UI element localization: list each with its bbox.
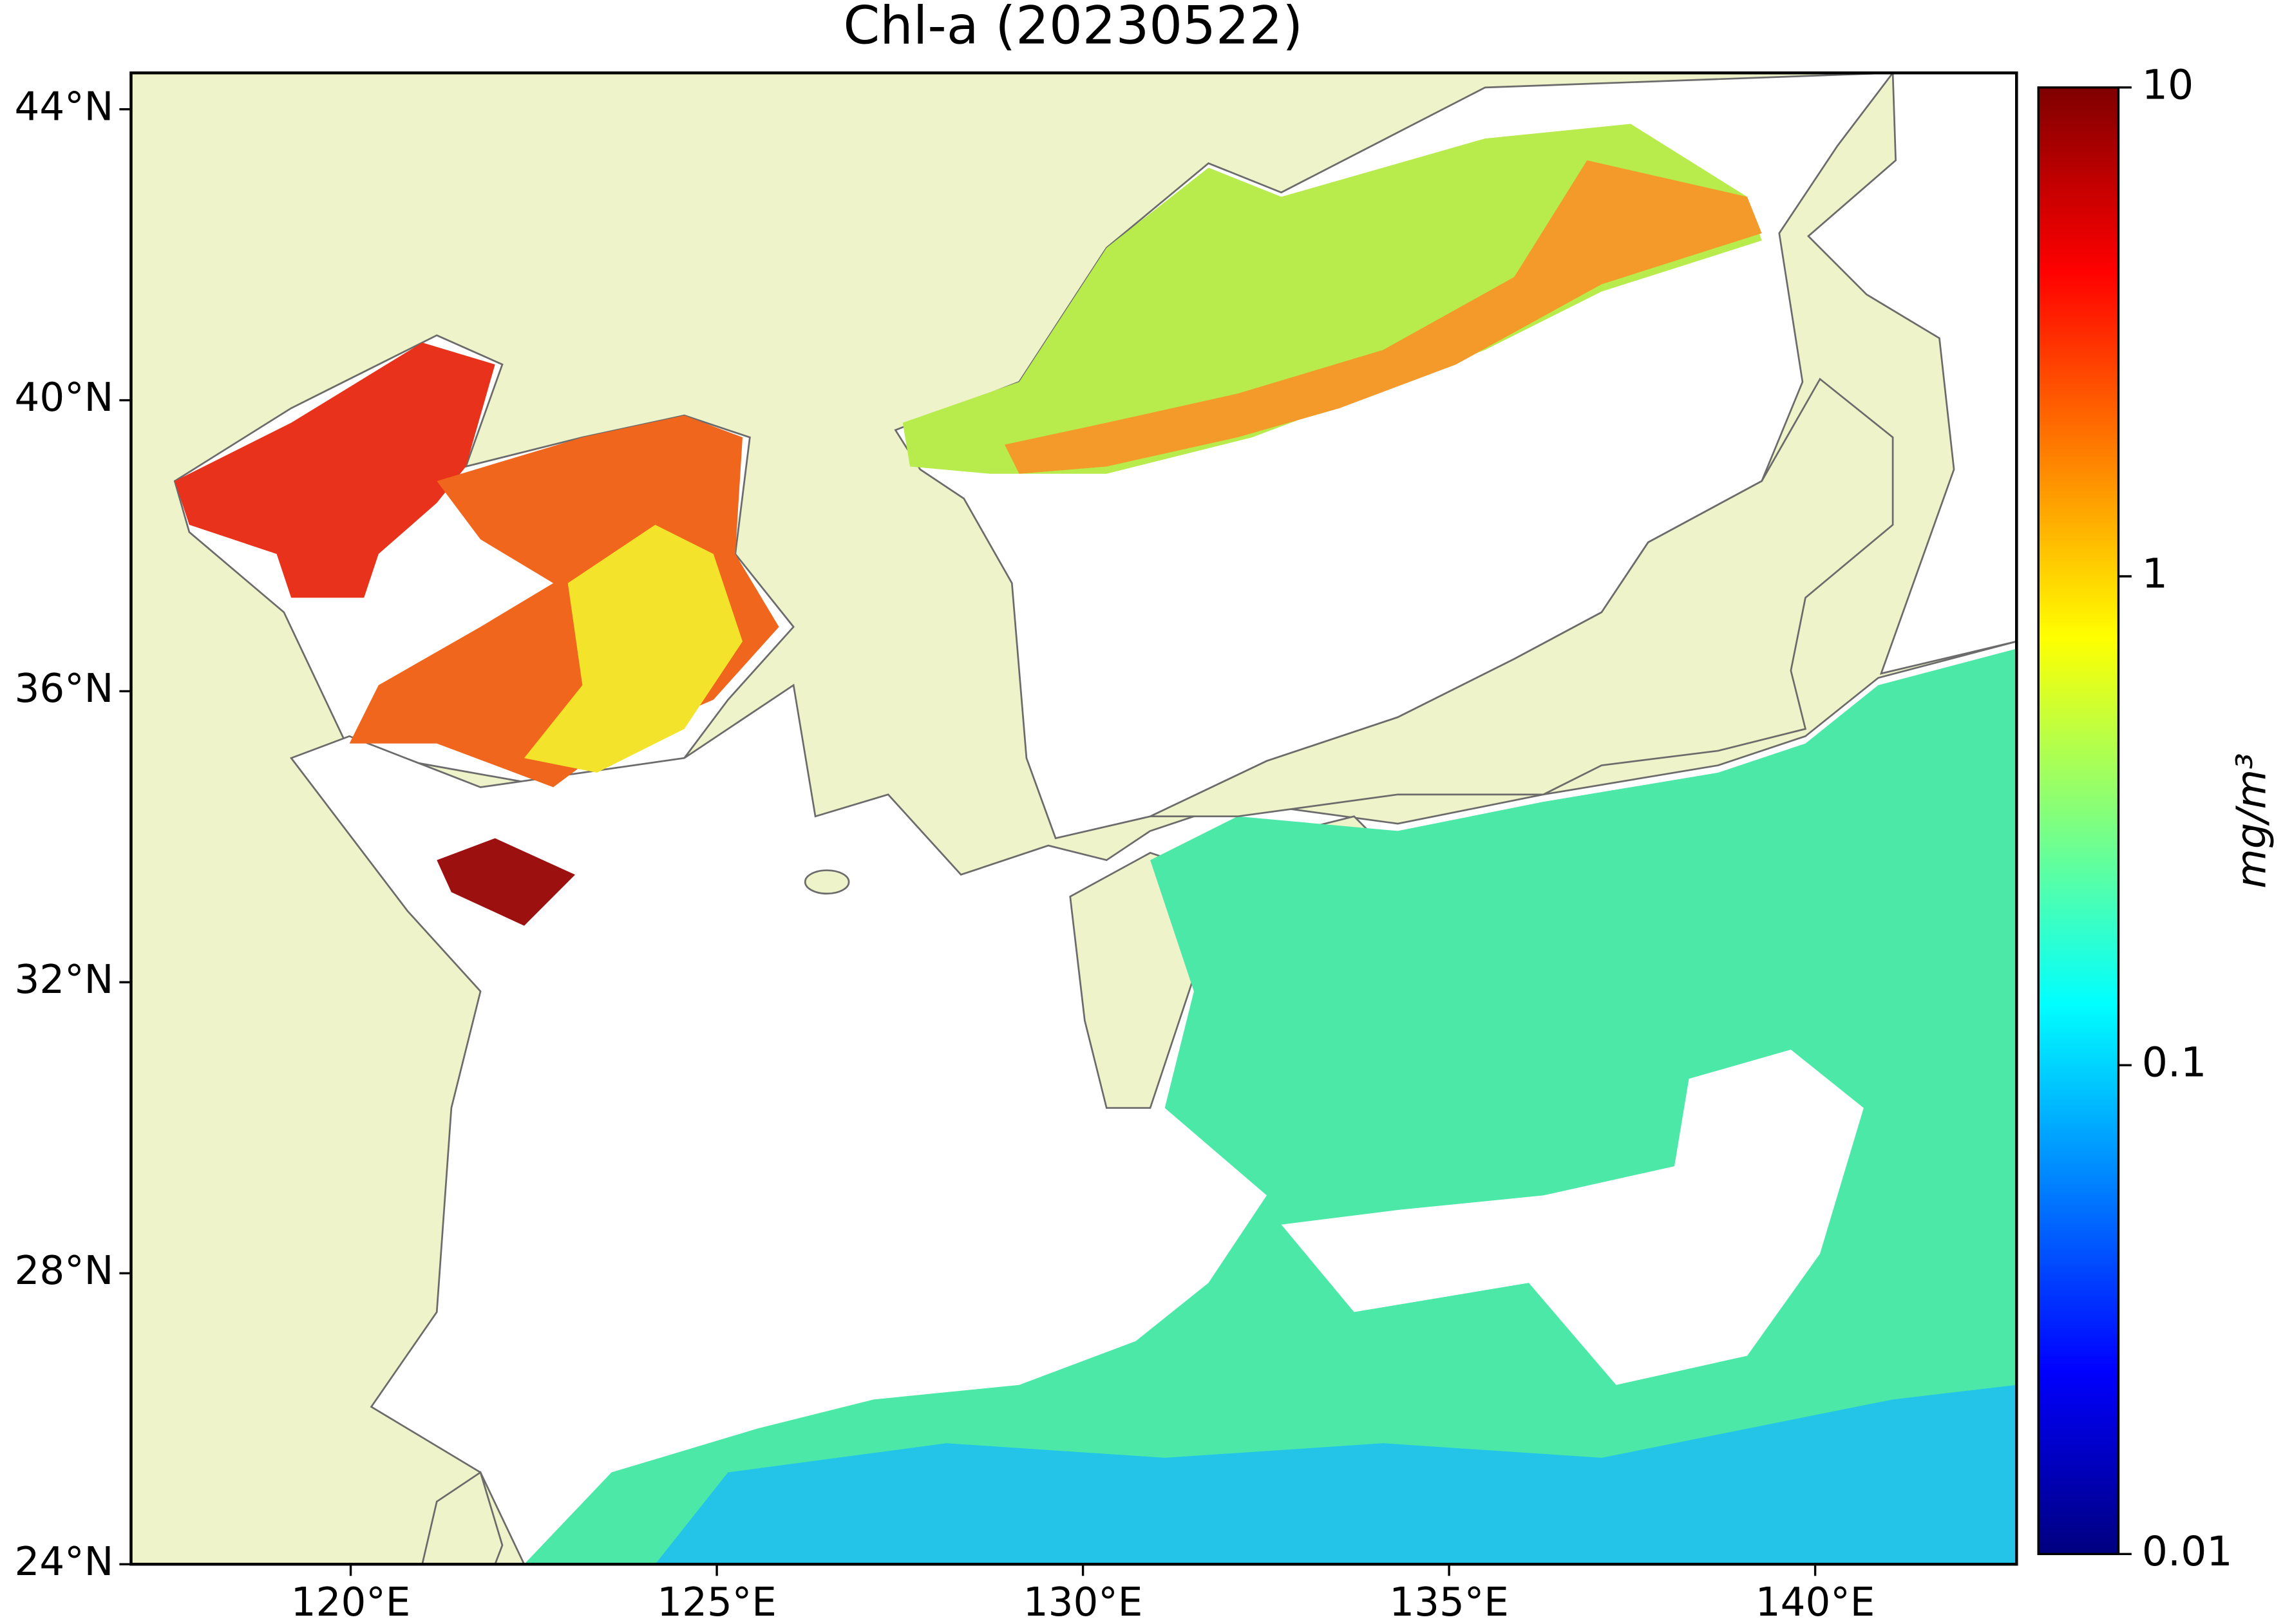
y-tick-label: 24°N [14,1539,113,1585]
jeju [804,869,850,895]
map-frame [129,71,2018,1566]
chl-yellow-sea-c [524,525,743,773]
map-area [131,73,2017,1565]
y-tick-label: 40°N [14,375,113,420]
x-tick-label: 130°E [1023,1580,1143,1624]
colorbar [2037,86,2120,1556]
chl-bohai [175,343,495,598]
honshu [1150,377,1894,818]
x-tick-label: 120°E [291,1580,411,1624]
y-tick-label: 36°N [14,666,113,712]
x-tick-label: 135°E [1389,1580,1509,1624]
y-tick-label: 28°N [14,1248,113,1294]
clouds [1281,1050,1864,1385]
colorbar-tick-label: 0.1 [2142,1039,2207,1086]
chart-title: Chl-a (20230522) [843,0,1303,57]
y-tick-label: 32°N [14,957,113,1003]
colorbar-tick-label: 0.01 [2142,1527,2233,1575]
colorbar-tick-label: 10 [2142,61,2194,108]
y-tick-label: 44°N [14,84,113,129]
colorbar-tick-label: 1 [2142,550,2168,598]
taiwan [421,1471,504,1565]
pacific [1806,73,2017,675]
chl-pacific-south [655,1384,2017,1565]
chl-japan-sea [902,124,1762,474]
x-tick-label: 140°E [1756,1580,1875,1624]
x-tick-label: 125°E [657,1580,777,1624]
chl-japan-sea-edge [1004,160,1762,474]
colorbar-label: mg/m³ [2227,753,2275,888]
chl-yangtze [437,838,576,926]
